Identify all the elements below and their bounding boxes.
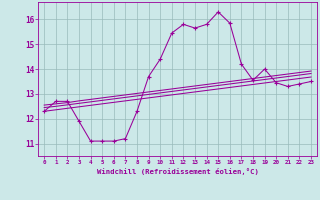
X-axis label: Windchill (Refroidissement éolien,°C): Windchill (Refroidissement éolien,°C) [97, 168, 259, 175]
